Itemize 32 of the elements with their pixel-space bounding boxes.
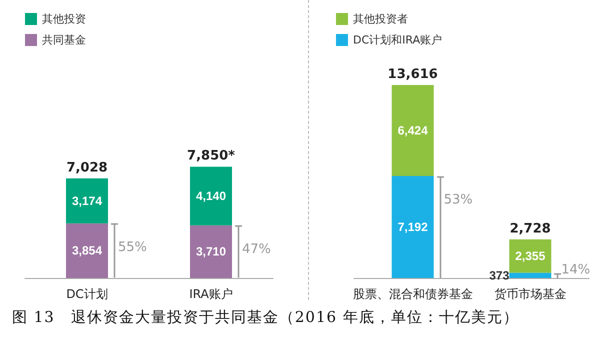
bar <box>66 178 108 224</box>
total-label: 7,850* <box>187 148 236 164</box>
bar <box>66 223 108 278</box>
data-label: 3,174 <box>72 194 102 208</box>
bar <box>509 272 552 278</box>
total-label: 2,728 <box>510 221 551 236</box>
annotation: 53% <box>444 192 473 208</box>
bar <box>190 225 232 278</box>
bar <box>190 166 232 226</box>
x-tick-label: 货币市场基金 <box>494 287 566 301</box>
data-label: 2,355 <box>515 249 546 264</box>
x-tick-label: 股票、混合和债券基金 <box>352 287 473 301</box>
data-label: 3,854 <box>72 244 102 258</box>
data-label: 6,424 <box>398 124 428 138</box>
bar <box>392 176 434 278</box>
data-label: 7,192 <box>398 220 428 234</box>
legend-label: 共同基金 <box>42 34 86 46</box>
legend-label: 其他投资者 <box>353 12 408 26</box>
annotation: 55% <box>118 240 147 255</box>
data-label: 373 <box>489 268 510 282</box>
data-label: 4,140 <box>196 189 226 204</box>
data-label: 3,710 <box>196 244 226 259</box>
legend-label: 其他投资 <box>42 12 86 26</box>
annotation: 14% <box>561 262 590 278</box>
bar <box>392 85 434 176</box>
legend-label: DC计划和IRA账户 <box>353 34 442 46</box>
caption: 图 13 退休资金大量投资于共同基金（2016 年底，单位：十亿美元） <box>12 308 520 327</box>
x-tick-label: IRA账户 <box>189 287 233 301</box>
annotation: 47% <box>242 242 271 257</box>
total-label: 7,028 <box>66 160 108 176</box>
total-label: 13,616 <box>388 67 438 82</box>
x-tick-label: DC计划 <box>66 287 108 301</box>
